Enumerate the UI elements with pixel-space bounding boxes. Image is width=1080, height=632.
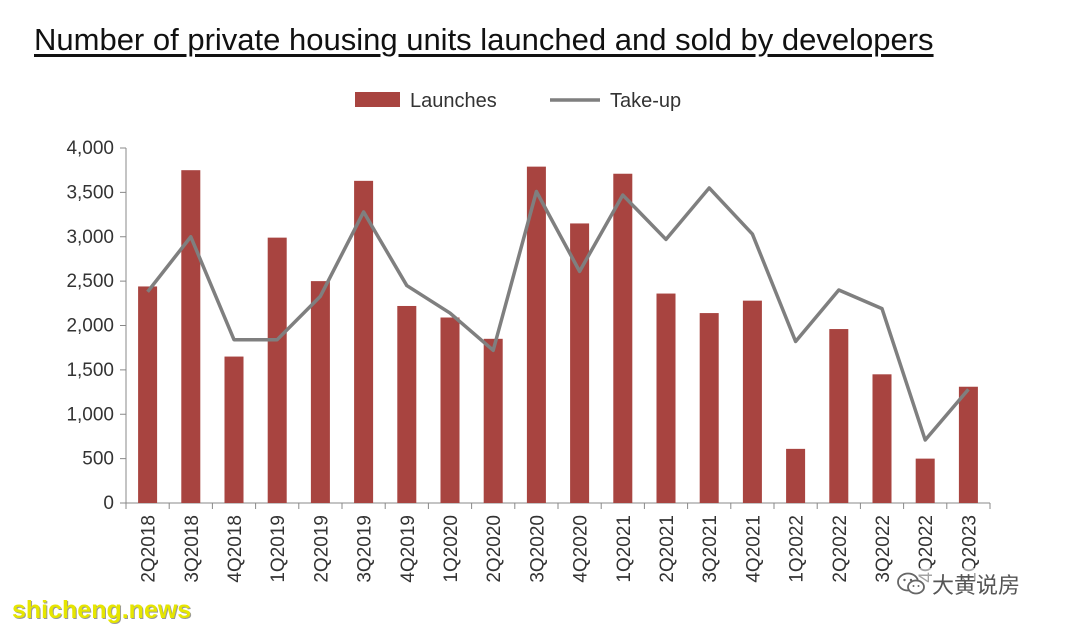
y-tick-label: 0	[103, 493, 114, 514]
launches-bar	[138, 286, 158, 503]
x-tick-label: 2Q2021	[657, 515, 678, 583]
site-watermark: shicheng.news	[12, 596, 192, 624]
launches-bar	[181, 170, 201, 503]
legend: Launches Take-up	[355, 90, 681, 112]
launches-bars	[138, 166, 978, 504]
x-tick-label: 2Q2020	[484, 515, 505, 583]
x-tick-label: 3Q2022	[873, 515, 894, 583]
launches-bar	[570, 223, 590, 503]
x-tick-label: 3Q2018	[182, 515, 203, 583]
x-tick-label: 4Q2022	[916, 515, 937, 583]
y-tick-label: 3,000	[66, 227, 114, 248]
y-tick-label: 3,500	[66, 182, 114, 203]
launches-bar	[958, 386, 978, 503]
account-watermark: 大黄说房	[896, 568, 1021, 600]
launches-bar	[440, 317, 460, 503]
launches-bar	[829, 329, 849, 503]
y-tick-label: 2,500	[66, 271, 114, 292]
launches-bar	[613, 173, 633, 504]
x-tick-label: 1Q2021	[614, 515, 635, 583]
x-tick-label: 4Q2018	[225, 515, 246, 583]
legend-label-launches: Launches	[410, 90, 497, 112]
launches-bar	[483, 338, 503, 503]
launches-bar	[786, 448, 806, 503]
x-tick-label: 1Q2020	[441, 515, 462, 583]
launches-bar	[915, 458, 935, 503]
x-tick-label: 1Q2023	[959, 515, 980, 583]
launches-bar	[742, 300, 762, 503]
y-tick-label: 500	[82, 449, 114, 470]
x-tick-label: 2Q2018	[139, 515, 160, 583]
y-tick-label: 4,000	[66, 138, 114, 159]
legend-swatch-launches	[355, 92, 400, 107]
launches-bar	[656, 293, 676, 503]
takeup-line-path	[146, 186, 970, 442]
launches-bar	[224, 356, 244, 503]
y-axis: 0 500 1,000 1,500 2,000 2,500 3,000 3,500 4,000	[66, 138, 127, 514]
x-tick-label: 3Q2019	[355, 515, 376, 583]
legend-label-takeup: Take-up	[610, 90, 681, 112]
launches-bar	[267, 237, 287, 503]
x-tick-label: 3Q2020	[527, 515, 548, 583]
chart-title: Number of private housing units launched…	[34, 22, 934, 57]
x-tick-label: 4Q2020	[571, 515, 592, 583]
account-name: 大黄说房	[932, 573, 1021, 598]
y-tick-label: 1,000	[66, 404, 114, 425]
launches-bar	[526, 166, 546, 503]
y-tick-label: 2,000	[66, 316, 114, 337]
x-tick-label: 4Q2019	[398, 515, 419, 583]
launches-bar	[397, 305, 417, 503]
x-tick-label: 3Q2021	[700, 515, 721, 583]
takeup-line	[146, 186, 970, 442]
x-axis: 2Q2018 3Q2018 4Q2018 1Q2019 2Q2019 3Q2019 4Q20…	[125, 502, 991, 583]
launches-bar	[699, 313, 719, 503]
wechat-icon	[897, 572, 925, 595]
x-tick-label: 2Q2019	[311, 515, 332, 583]
x-tick-label: 2Q2022	[830, 515, 851, 583]
launches-bar	[310, 281, 330, 503]
x-tick-label: 1Q2019	[268, 515, 289, 583]
x-tick-label: 4Q2021	[743, 515, 764, 583]
x-tick-label: 1Q2022	[787, 515, 808, 583]
y-tick-label: 1,500	[66, 360, 114, 381]
launches-bar	[872, 374, 892, 503]
launches-bar	[354, 180, 374, 503]
